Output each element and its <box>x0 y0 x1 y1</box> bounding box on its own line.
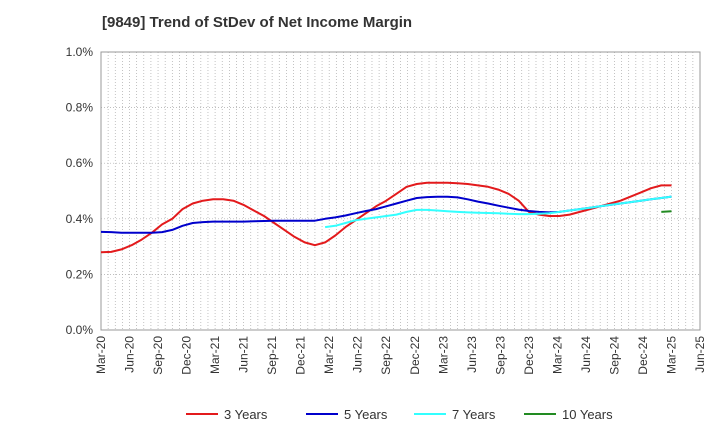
series-line-3-years <box>100 181 672 254</box>
legend-label: 7 Years <box>452 407 496 422</box>
y-tick-label: 0.4% <box>66 212 94 226</box>
y-tick-label: 0.8% <box>66 101 94 115</box>
x-tick-label: Mar-24 <box>550 336 564 374</box>
y-tick-label: 0.2% <box>66 267 94 281</box>
x-tick-label: Dec-24 <box>636 336 650 375</box>
x-tick-label: Sep-24 <box>607 336 621 375</box>
x-tick-label: Sep-21 <box>265 336 279 375</box>
x-tick-label: Mar-25 <box>664 336 678 374</box>
series-lines <box>100 181 672 254</box>
x-tick-label: Jun-20 <box>123 336 137 373</box>
x-tick-label: Mar-20 <box>94 336 108 374</box>
legend-label: 3 Years <box>224 407 268 422</box>
x-tick-label: Jun-24 <box>579 336 593 373</box>
y-tick-label: 0.6% <box>66 156 94 170</box>
chart-title: [9849] Trend of StDev of Net Income Marg… <box>102 14 413 31</box>
y-tick-label: 0.0% <box>66 323 94 337</box>
x-tick-label: Mar-21 <box>208 336 222 374</box>
x-tick-label: Jun-25 <box>693 336 707 373</box>
series-line-7-years <box>324 195 672 229</box>
x-tick-label: Dec-23 <box>522 336 536 375</box>
y-tick-label: 1.0% <box>66 45 94 59</box>
x-tick-label: Dec-20 <box>180 336 194 375</box>
x-tick-label: Jun-21 <box>237 336 251 373</box>
legend: 3 Years 5 Years 7 Years 10 Years <box>186 407 613 422</box>
x-axis: Mar-20 Jun-20 Sep-20 Dec-20 Mar-21 Jun-21 Sep-… <box>94 336 707 375</box>
x-tick-label: Jun-23 <box>465 336 479 373</box>
series-line-10-years <box>661 210 672 213</box>
grid <box>101 52 700 330</box>
x-tick-label: Dec-22 <box>408 336 422 375</box>
x-tick-label: Sep-20 <box>151 336 165 375</box>
x-tick-label: Sep-22 <box>379 336 393 375</box>
x-tick-label: Dec-21 <box>294 336 308 375</box>
y-axis: 0.0% 0.2% 0.4% 0.6% 0.8% 1.0% <box>66 45 94 337</box>
x-tick-label: Mar-22 <box>322 336 336 374</box>
x-tick-label: Jun-22 <box>351 336 365 373</box>
legend-label: 5 Years <box>344 407 388 422</box>
x-tick-label: Mar-23 <box>436 336 450 374</box>
legend-label: 10 Years <box>562 407 613 422</box>
x-tick-label: Sep-23 <box>493 336 507 375</box>
plot-border <box>100 51 701 331</box>
